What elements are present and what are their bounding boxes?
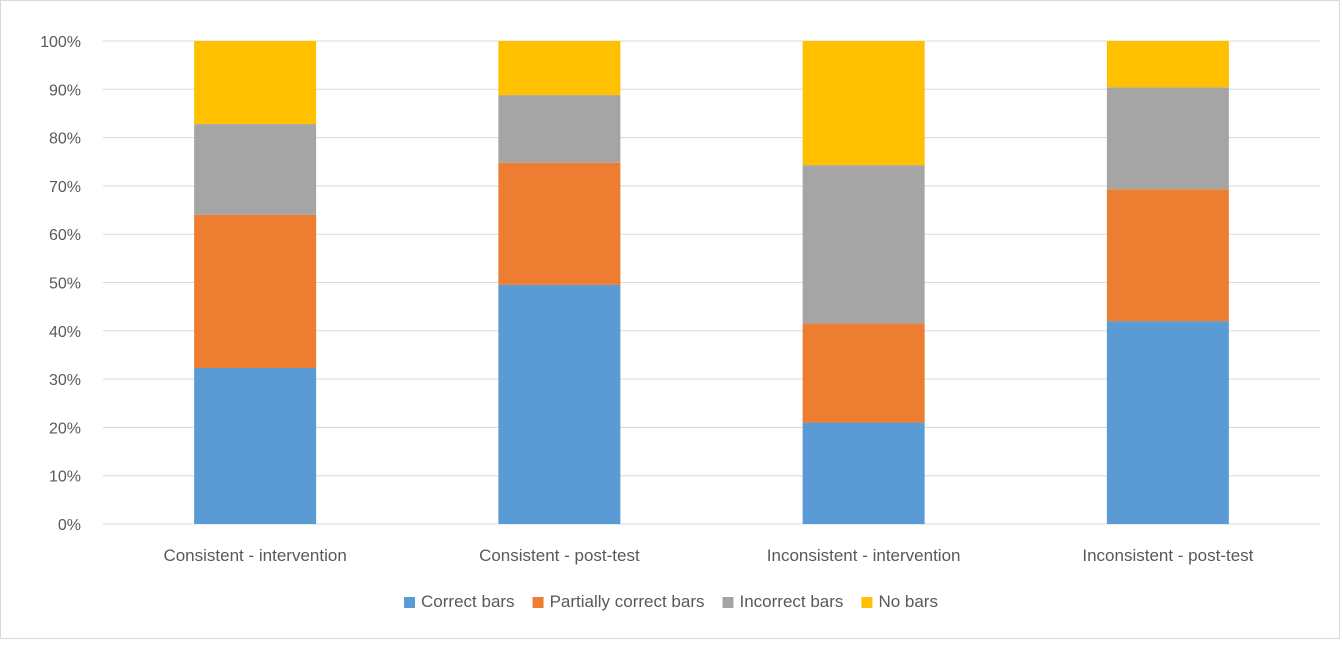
legend: Correct bars Partially correct bars Incorr… [404, 592, 938, 611]
bar-segment [194, 367, 317, 524]
legend-label: No bars [878, 592, 938, 611]
bar-segment [194, 214, 317, 368]
y-axis-tick-labels: 0% 10% 20% 30% 40% 50% 60% 70% 80% 90% 100% [40, 34, 81, 534]
legend-swatch [861, 597, 873, 608]
y-tick-label: 100% [40, 34, 81, 51]
bar-segment [498, 284, 621, 524]
y-tick-label: 10% [49, 469, 81, 486]
y-tick-label: 50% [49, 276, 81, 293]
bar-segment [1106, 87, 1229, 190]
y-tick-label: 30% [49, 372, 81, 389]
bar-segment [194, 41, 317, 125]
legend-label: Incorrect bars [740, 592, 844, 611]
y-tick-label: 80% [49, 131, 81, 148]
y-tick-label: 70% [49, 179, 81, 196]
x-category-label: Inconsistent - post-test [1082, 546, 1253, 565]
y-tick-label: 20% [49, 420, 81, 437]
bar-segment [1106, 41, 1229, 88]
x-category-label: Consistent - intervention [163, 546, 346, 565]
y-tick-label: 60% [49, 227, 81, 244]
bar-segment [802, 165, 925, 324]
bar-segment [498, 162, 621, 285]
x-axis-category-labels: Consistent - intervention Consistent - po… [163, 546, 1253, 565]
bar-segment [498, 95, 621, 163]
legend-swatch [404, 597, 416, 608]
bar-segment [498, 41, 621, 96]
x-category-label: Inconsistent - intervention [767, 546, 961, 565]
y-tick-label: 0% [58, 517, 81, 534]
y-tick-label: 90% [49, 82, 81, 99]
bar-segment [802, 422, 925, 524]
legend-swatch [722, 597, 734, 608]
bar-segment [802, 41, 925, 166]
legend-label: Partially correct bars [550, 592, 705, 611]
x-category-label: Consistent - post-test [479, 546, 640, 565]
bar-segment [1106, 189, 1229, 322]
legend-swatch [532, 597, 544, 608]
bar-segment [194, 124, 317, 215]
legend-label: Correct bars [421, 592, 515, 611]
bars [194, 41, 1229, 524]
bar-segment [1106, 321, 1229, 524]
bar-segment [802, 323, 925, 423]
y-tick-label: 40% [49, 324, 81, 341]
